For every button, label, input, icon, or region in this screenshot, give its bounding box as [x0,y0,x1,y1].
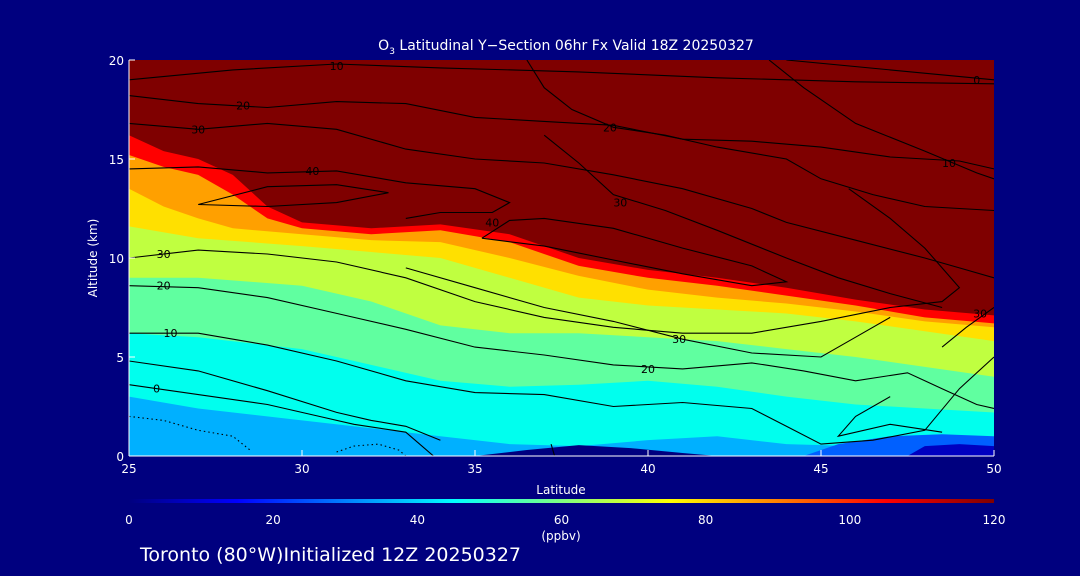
x-tick-label: 35 [467,462,482,476]
contour-label: 20 [236,100,250,113]
contour-line [129,360,441,441]
contour-line [768,60,994,180]
x-tick-label: 50 [986,462,1001,476]
x-ticks: 25 30 35 40 45 50 [121,450,1002,476]
contour-line [129,384,434,456]
footer-location: Toronto (80°W)Initialized 12Z 20250327 [139,544,521,566]
band-level-120 [129,60,994,316]
contour-line [129,188,961,334]
band-shape-level-5 [475,445,718,456]
y-tick-label: 10 [109,252,124,266]
contour-label: 0 [973,74,980,87]
colorbar-tick-label: 100 [838,513,861,527]
contour-label: 40 [485,216,499,229]
title-species: O [378,38,389,54]
contour-label: 20 [641,363,655,376]
colorbar-unit: (ppbv) [541,529,580,543]
contour-line [129,166,511,219]
colorbar-tick-label: 20 [266,513,281,527]
contour-label: 30 [672,333,686,346]
contour-label: 0 [153,383,160,396]
contour-label: 40 [305,165,319,178]
y-tick-label: 5 [116,351,124,365]
x-tick-label: 40 [640,462,655,476]
filled-bands [129,60,994,456]
y-ticks: 0 5 10 15 20 [109,54,135,464]
contour-label: 10 [164,327,178,340]
colorbar-ticks: 0 20 40 60 80 100 120 [125,513,1005,527]
contour-label: 30 [191,123,205,136]
contour-line [550,443,556,456]
contour-line [526,60,994,212]
contour-label: 10 [942,157,956,170]
colorbar-tick-label: 60 [554,513,569,527]
contour-label: 30 [613,197,627,210]
y-tick-label: 20 [109,54,124,68]
contour-line [198,184,389,208]
title-species-subscript: 3 [389,47,395,57]
y-tick-label: 15 [109,153,124,167]
chart-title: O3 Latitudinal Y−Section 06hr Fx Valid 1… [378,38,754,57]
y-axis-label: Altitude (km) [86,219,100,298]
axes: 25 30 35 40 45 50 0 5 10 15 20 [109,54,1002,476]
contour-line [129,332,994,445]
x-tick-label: 30 [294,462,309,476]
contour-labels: 10 0 20 20 10 30 30 40 40 30 30 30 20 20 10 0 [153,60,987,396]
contour-line [481,217,789,287]
contour-line [129,285,994,410]
contour-line [129,63,994,85]
x-tick-label: 45 [813,462,828,476]
plot-area: 10 0 20 20 10 30 30 40 40 30 30 30 20 20 10 0 [129,60,994,456]
band-shape-level-15 [907,444,994,456]
contour-label: 30 [157,248,171,261]
contour-label: 30 [973,307,987,320]
x-axis-label: Latitude [536,483,585,497]
contour-line [941,307,994,348]
contour-line [543,134,943,309]
colorbar-tick-label: 80 [698,513,713,527]
contour-lines [129,60,994,456]
x-tick-label: 25 [121,462,136,476]
contour-label: 20 [157,280,171,293]
colorbar-tick-label: 40 [410,513,425,527]
contour-line [129,122,994,279]
contour-line [786,60,994,81]
contour-label: 10 [330,60,344,73]
contour-label: 20 [603,121,617,134]
y-tick-label: 0 [116,450,124,464]
contour-line [836,396,943,438]
colorbar-tick-label: 0 [125,513,133,527]
title-text: Latitudinal Y−Section 06hr Fx Valid 18Z … [395,38,754,54]
colorbar [129,499,994,503]
contour-line [405,267,891,358]
contour-line [129,95,994,170]
colorbar-tick-label: 120 [983,513,1006,527]
dotted-contour-line [129,415,251,451]
